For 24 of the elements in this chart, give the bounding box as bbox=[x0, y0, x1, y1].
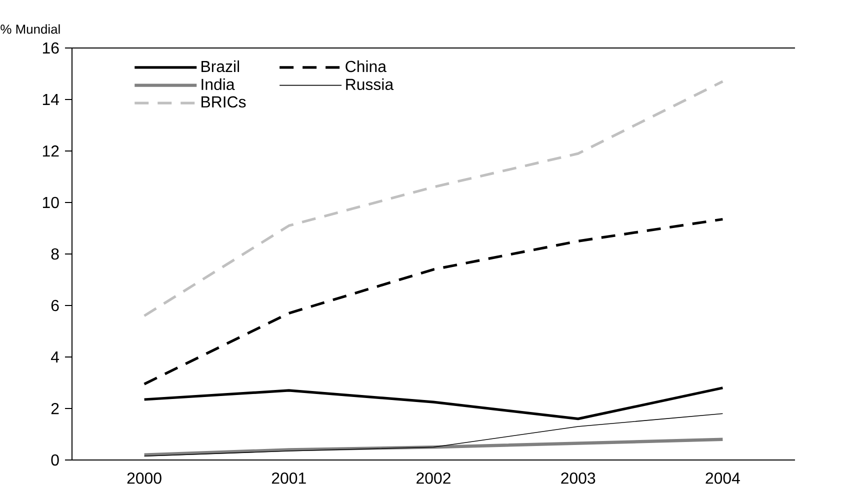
y-tick-label: 2 bbox=[51, 402, 59, 414]
x-tick-label: 2004 bbox=[706, 472, 740, 484]
x-tick-label: 2001 bbox=[272, 472, 306, 484]
y-axis-title: % Mundial bbox=[0, 24, 60, 34]
legend-label: China bbox=[346, 60, 386, 72]
legend-label: Brazil bbox=[202, 60, 240, 72]
y-tick-label: 0 bbox=[51, 454, 59, 466]
y-tick-label: 8 bbox=[51, 248, 59, 260]
line-series bbox=[143, 80, 724, 318]
y-tick-label: 4 bbox=[50, 352, 60, 362]
y-tick-label: 16 bbox=[42, 42, 59, 54]
legend-label: Russia bbox=[346, 78, 394, 90]
line-series bbox=[143, 386, 724, 420]
y-tick-label: 12 bbox=[42, 145, 59, 157]
line-series bbox=[143, 218, 724, 386]
x-tick-label: 2002 bbox=[416, 472, 450, 484]
x-tick-label: 2000 bbox=[127, 472, 162, 484]
legend-label: India bbox=[202, 78, 235, 90]
y-tick-label: 14 bbox=[42, 94, 60, 105]
y-tick-label: 10 bbox=[42, 196, 59, 208]
y-tick-label: 6 bbox=[51, 300, 59, 312]
line-series bbox=[144, 413, 724, 457]
legend-label: BRICs bbox=[202, 96, 246, 108]
x-tick-label: 2003 bbox=[561, 472, 596, 484]
